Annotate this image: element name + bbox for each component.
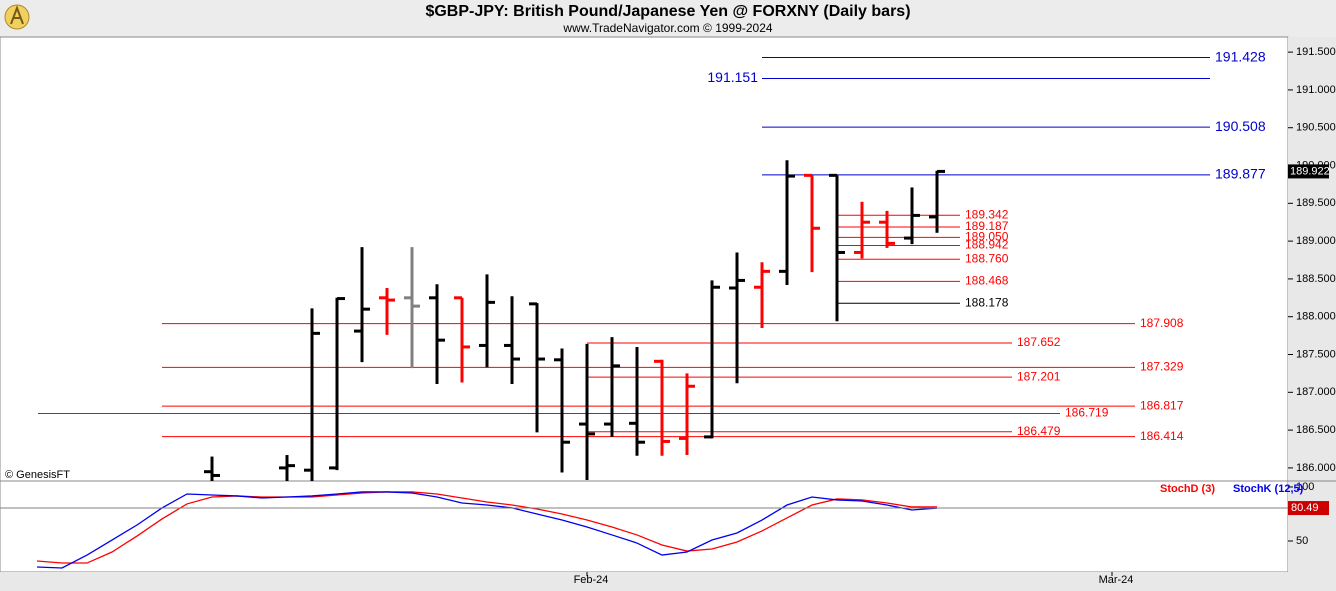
header-band: [0, 0, 1336, 37]
stoch-line: [36, 491, 938, 569]
level-label: 191.151: [707, 69, 758, 85]
last-price-box: [1288, 164, 1329, 179]
legend-entry: StochD (3): [1160, 483, 1215, 495]
y-tick-label: 191.500: [1296, 46, 1336, 58]
level-label: 188.760: [965, 251, 1009, 265]
y-tick-label: 188.500: [1296, 273, 1336, 285]
y-tick-label: 186.000: [1296, 462, 1336, 474]
y-tick-label: 186.500: [1296, 424, 1336, 436]
level-label: 189.050: [965, 230, 1009, 244]
legend-entry: StochK (12,5): [1233, 483, 1304, 495]
level-label: 189.187: [965, 219, 1009, 233]
level-label: 186.479: [1017, 424, 1061, 438]
stoch-line: [36, 491, 937, 564]
y-tick-label: 100: [1296, 481, 1314, 493]
level-label: 187.201: [1017, 369, 1061, 383]
chart-subtitle: www.TradeNavigator.com © 1999-2024: [562, 21, 772, 35]
watermark: © GenesisFT: [5, 469, 70, 481]
chart-title: $GBP-JPY: British Pound/Japanese Yen @ F…: [425, 3, 910, 20]
level-label: 187.652: [1017, 335, 1061, 349]
y-tick-label: 188.000: [1296, 311, 1336, 323]
y-tick-label: 50: [1296, 535, 1308, 547]
y-tick-label: 189.500: [1296, 197, 1336, 209]
level-label: 186.414: [1140, 429, 1184, 443]
level-label: 187.329: [1140, 360, 1184, 374]
level-label: 186.719: [1065, 406, 1109, 420]
axis-area: [1288, 37, 1336, 572]
x-tick-label: Mar-24: [1099, 574, 1134, 586]
level-label: 189.342: [965, 207, 1009, 221]
level-label: 189.877: [1215, 166, 1266, 182]
logo: [4, 4, 30, 30]
y-tick-label: 189.000: [1296, 235, 1336, 247]
level-label: 190.508: [1215, 118, 1266, 134]
last-price-label: 189.922: [1290, 165, 1330, 177]
level-label: 188.942: [965, 238, 1009, 252]
marker-label: 80.49: [1291, 502, 1319, 514]
level-label: 191.428: [1215, 48, 1266, 64]
level-label: 188.468: [965, 274, 1009, 288]
plot-area: [0, 36, 1289, 573]
level-label: 188.178: [965, 295, 1009, 309]
marker-box: [1288, 501, 1329, 516]
x-tick-label: Feb-24: [574, 574, 609, 586]
y-tick-label: 187.500: [1296, 348, 1336, 360]
y-tick-label: 191.000: [1296, 84, 1336, 96]
date-axis-area: [0, 572, 1336, 591]
y-tick-label: 187.000: [1296, 386, 1336, 398]
level-label: 186.817: [1140, 398, 1184, 412]
level-label: 187.908: [1140, 316, 1184, 330]
y-tick-label: 190.500: [1296, 122, 1336, 134]
